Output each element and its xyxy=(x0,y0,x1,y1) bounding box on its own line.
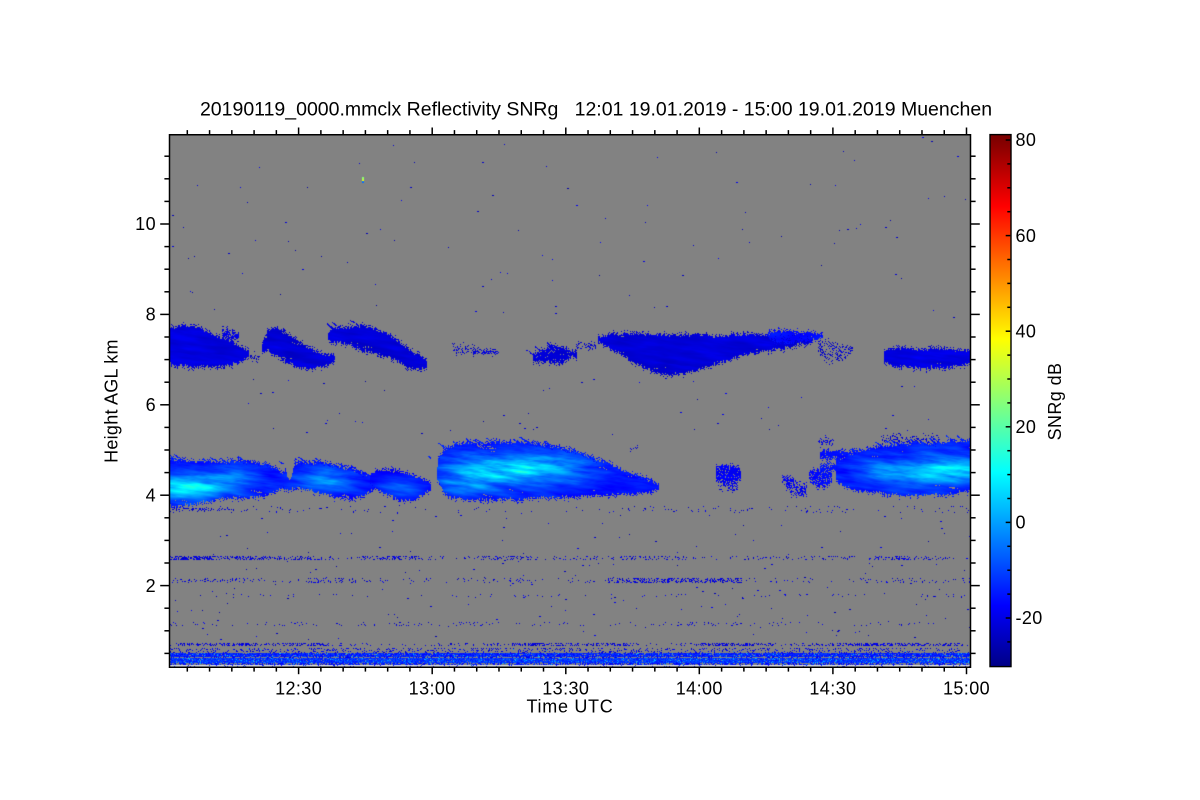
svg-text:12:30: 12:30 xyxy=(275,679,322,699)
svg-text:6: 6 xyxy=(146,395,156,415)
svg-text:14:30: 14:30 xyxy=(809,679,856,699)
svg-text:20190119_0000.mmclx Reflectivi: 20190119_0000.mmclx Reflectivity SNRg 12… xyxy=(200,99,992,121)
svg-text:Time UTC: Time UTC xyxy=(527,697,614,717)
svg-text:-20: -20 xyxy=(1016,608,1043,628)
svg-text:14:00: 14:00 xyxy=(676,679,723,699)
svg-text:15:00: 15:00 xyxy=(943,679,990,699)
svg-text:60: 60 xyxy=(1016,226,1037,246)
svg-text:Height AGL km: Height AGL km xyxy=(101,339,121,463)
svg-text:8: 8 xyxy=(146,305,156,325)
svg-text:0: 0 xyxy=(1016,513,1026,533)
svg-text:13:30: 13:30 xyxy=(542,679,589,699)
svg-text:80: 80 xyxy=(1016,130,1037,150)
svg-text:2: 2 xyxy=(146,576,156,596)
svg-text:SNRg dB: SNRg dB xyxy=(1045,363,1065,441)
svg-text:4: 4 xyxy=(146,485,156,505)
svg-text:10: 10 xyxy=(135,214,156,234)
svg-text:40: 40 xyxy=(1016,321,1037,341)
svg-text:20: 20 xyxy=(1016,417,1037,437)
svg-text:13:00: 13:00 xyxy=(409,679,456,699)
